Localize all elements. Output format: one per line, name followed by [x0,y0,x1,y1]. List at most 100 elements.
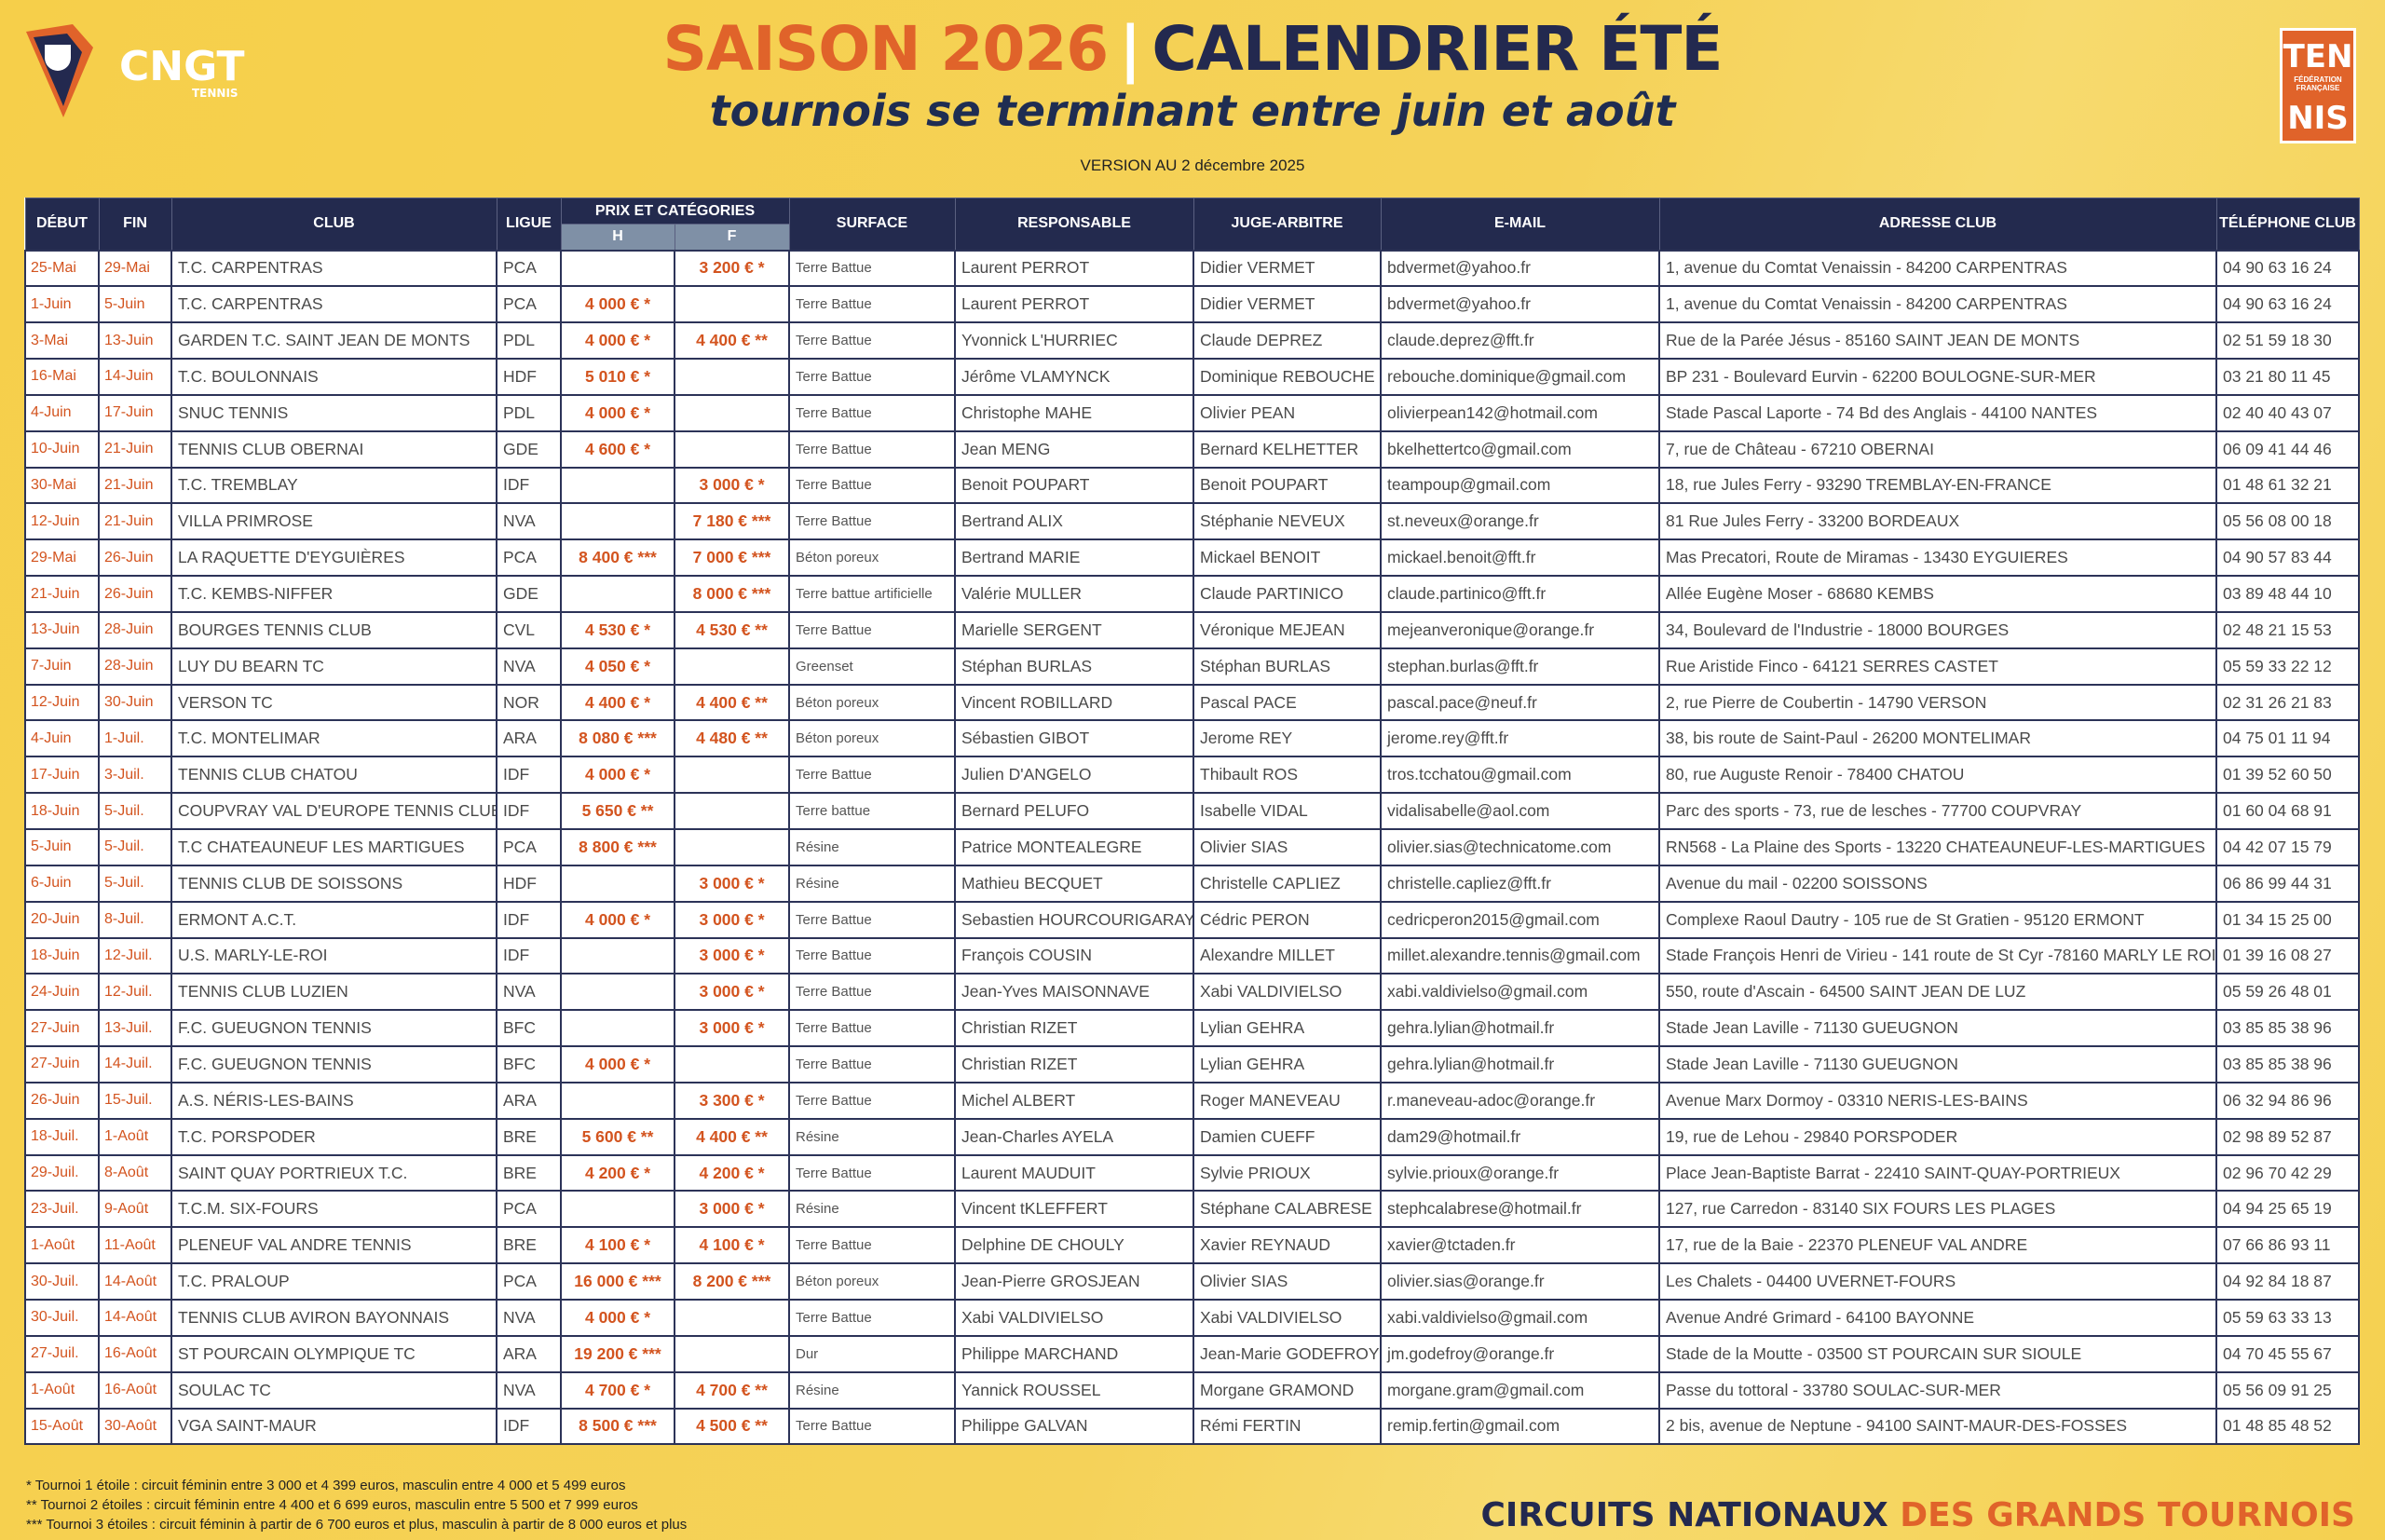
cell-email[interactable]: tros.tcchatou@gmail.com [1380,756,1660,795]
cell-email[interactable]: bkelhettertco@gmail.com [1380,429,1660,469]
cell-email[interactable]: rebouche.dominique@gmail.com [1380,358,1660,396]
cell-phone: 01 39 52 60 50 [2215,756,2360,795]
cell-email[interactable]: pascal.pace@neuf.fr [1380,683,1660,722]
cell-email[interactable]: millet.alexandre.tennis@gmail.com [1380,936,1660,975]
col-telephone: TÉLÉPHONE CLUB [2215,198,2360,251]
cell-prize-h: 8 400 € *** [560,538,675,578]
cell-surface: Terre Battue [788,358,956,396]
cell-end-date: 14-Août [98,1298,172,1337]
cell-email[interactable]: gehra.lylian@hotmail.fr [1380,1009,1660,1048]
cell-prize-f [674,792,790,830]
cell-start-date: 1-Août [24,1226,100,1265]
cell-juge-arbitre: Pascal PACE [1192,683,1382,722]
cell-email[interactable]: morgane.gram@gmail.com [1380,1370,1660,1410]
cell-email[interactable]: mickael.benoit@fft.fr [1380,538,1660,578]
cell-end-date: 3-Juil. [98,756,172,795]
cell-club: T.C CHATEAUNEUF LES MARTIGUES [170,828,497,866]
cell-email[interactable]: bdvermet@yahoo.fr [1380,249,1660,288]
cell-email[interactable]: xabi.valdivielso@gmail.com [1380,1298,1660,1337]
cell-email[interactable]: r.maneveau-adoc@orange.fr [1380,1081,1660,1120]
cell-end-date: 1-Juil. [98,719,172,758]
cell-ligue: BRE [496,1226,562,1265]
cell-ligue: NOR [496,683,562,722]
cell-surface: Terre Battue [788,1407,956,1446]
cell-surface: Terre Battue [788,936,956,975]
col-prix-h: H [560,224,675,251]
cell-email[interactable]: claude.partinico@fft.fr [1380,575,1660,613]
cell-email[interactable]: olivierpean142@hotmail.com [1380,393,1660,432]
cell-phone: 04 90 57 83 44 [2215,538,2360,578]
cell-club: SAINT QUAY PORTRIEUX T.C. [170,1153,497,1192]
cell-juge-arbitre: Christelle CAPLIEZ [1192,864,1382,903]
cell-prize-h [560,864,675,903]
cell-surface: Béton poreux [788,719,956,758]
cell-juge-arbitre: Véronique MEJEAN [1192,610,1382,649]
cell-phone: 03 21 80 11 45 [2215,358,2360,396]
cell-prize-f: 4 480 € ** [674,719,790,758]
cell-club: T.C. KEMBS-NIFFER [170,575,497,613]
cell-prize-h: 5 010 € * [560,358,675,396]
cell-email[interactable]: bdvermet@yahoo.fr [1380,285,1660,324]
cell-phone: 06 09 41 44 46 [2215,429,2360,469]
cell-email[interactable]: xavier@tctaden.fr [1380,1226,1660,1265]
cell-prize-f: 4 700 € ** [674,1370,790,1410]
cell-responsable: Bertrand ALIX [954,502,1194,541]
cell-ligue: BFC [496,1009,562,1048]
cell-email[interactable]: claude.deprez@fft.fr [1380,321,1660,361]
table-row: 1-Août 11-Août PLENEUF VAL ANDRE TENNIS BRE… [24,1226,2360,1265]
cell-juge-arbitre: Sylvie PRIOUX [1192,1153,1382,1192]
table-row: 30-Mai 21-Juin T.C. TREMBLAY IDF 3 000 € * Te… [24,466,2360,505]
cell-end-date: 14-Août [98,1262,172,1301]
cell-start-date: 30-Mai [24,466,100,505]
cell-phone: 01 34 15 25 00 [2215,900,2360,939]
cell-address: Stade Pascal Laporte - 74 Bd des Anglais… [1658,393,2217,432]
cell-prize-h: 4 000 € * [560,1045,675,1083]
cell-email[interactable]: stephan.burlas@fft.fr [1380,647,1660,686]
cell-prize-h [560,466,675,505]
cell-email[interactable]: mejeanveronique@orange.fr [1380,610,1660,649]
cell-club: T.C.M. SIX-FOURS [170,1190,497,1229]
cell-email[interactable]: gehra.lylian@hotmail.fr [1380,1045,1660,1083]
cell-juge-arbitre: Lylian GEHRA [1192,1009,1382,1048]
cell-address: Avenue du mail - 02200 SOISSONS [1658,864,2217,903]
cell-address: Passe du tottoral - 33780 SOULAC-SUR-MER [1658,1370,2217,1410]
cell-responsable: Jean MENG [954,429,1194,469]
cell-end-date: 5-Juil. [98,792,172,830]
cell-club: F.C. GUEUGNON TENNIS [170,1009,497,1048]
cell-prize-h: 4 530 € * [560,610,675,649]
cell-prize-h: 4 200 € * [560,1153,675,1192]
cell-end-date: 12-Juil. [98,973,172,1012]
cell-email[interactable]: jerome.rey@fft.fr [1380,719,1660,758]
col-debut: DÉBUT [24,198,100,251]
cell-phone: 01 48 61 32 21 [2215,466,2360,505]
cell-email[interactable]: christelle.capliez@fft.fr [1380,864,1660,903]
cell-email[interactable]: cedricperon2015@gmail.com [1380,900,1660,939]
cell-surface: Terre Battue [788,1081,956,1120]
cell-address: Rue de la Parée Jésus - 85160 SAINT JEAN… [1658,321,2217,361]
cell-ligue: BRE [496,1117,562,1156]
cell-email[interactable]: sylvie.prioux@orange.fr [1380,1153,1660,1192]
cell-email[interactable]: stephcalabrese@hotmail.fr [1380,1190,1660,1229]
cell-responsable: François COUSIN [954,936,1194,975]
cell-start-date: 26-Juin [24,1081,100,1120]
cell-email[interactable]: olivier.sias@technicatome.com [1380,828,1660,866]
cell-email[interactable]: vidalisabelle@aol.com [1380,792,1660,830]
cell-address: 550, route d'Ascain - 64500 SAINT JEAN D… [1658,973,2217,1012]
cell-end-date: 13-Juin [98,321,172,361]
cell-email[interactable]: teampoup@gmail.com [1380,466,1660,505]
cell-email[interactable]: remip.fertin@gmail.com [1380,1407,1660,1446]
cell-club: LUY DU BEARN TC [170,647,497,686]
cell-email[interactable]: st.neveux@orange.fr [1380,502,1660,541]
cell-email[interactable]: jm.godefroy@orange.fr [1380,1334,1660,1373]
cell-start-date: 7-Juin [24,647,100,686]
table-row: 24-Juin 12-Juil. TENNIS CLUB LUZIEN NVA 3 00… [24,973,2360,1012]
cell-prize-f [674,1045,790,1083]
cell-ligue: BFC [496,1045,562,1083]
cell-email[interactable]: olivier.sias@orange.fr [1380,1262,1660,1301]
cell-prize-h: 16 000 € *** [560,1262,675,1301]
cell-responsable: Laurent PERROT [954,249,1194,288]
cell-email[interactable]: dam29@hotmail.fr [1380,1117,1660,1156]
table-row: 30-Juil. 14-Août TENNIS CLUB AVIRON BAYONN… [24,1298,2360,1337]
cell-email[interactable]: xabi.valdivielso@gmail.com [1380,973,1660,1012]
cell-surface: Terre Battue [788,321,956,361]
